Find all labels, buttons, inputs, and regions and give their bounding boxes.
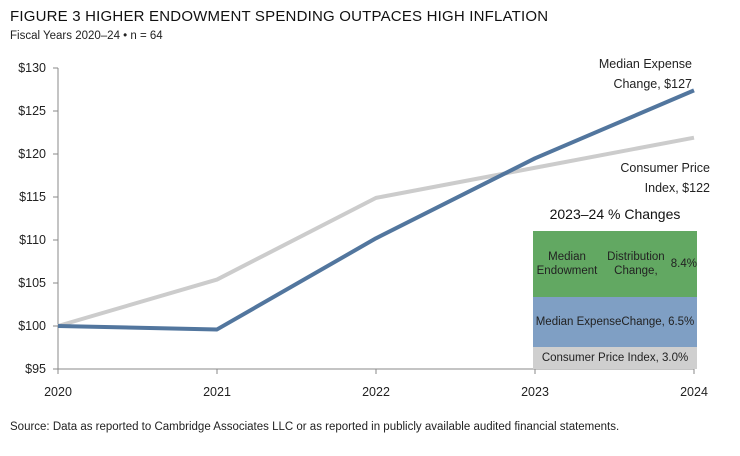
x-tick-label: 2021 (203, 385, 231, 399)
y-tick-label: $120 (18, 147, 46, 161)
series-label: Median Expense (599, 57, 692, 71)
inset-segment: Consumer Price Index, 3.0% (533, 347, 697, 369)
source-note: Source: Data as reported to Cambridge As… (10, 421, 620, 433)
figure-title: FIGURE 3 HIGHER ENDOWMENT SPENDING OUTPA… (10, 8, 549, 25)
inset-segment: Median Expense Change, 6.5% (533, 297, 697, 347)
series-label: Index, $122 (645, 181, 710, 195)
x-tick-label: 2022 (362, 385, 390, 399)
y-tick-label: $130 (18, 61, 46, 75)
y-tick-label: $105 (18, 276, 46, 290)
series-label: Consumer Price (620, 161, 710, 175)
y-tick-label: $110 (19, 233, 46, 247)
series-line-consumer-price-index (57, 135, 695, 328)
figure-subtitle: Fiscal Years 2020–24 • n = 64 (10, 30, 163, 42)
series-label: Change, $127 (613, 77, 692, 91)
x-tick-label: 2023 (521, 385, 549, 399)
inset-title: 2023–24 % Changes (549, 206, 681, 222)
series-line-median-expense-change (57, 88, 695, 332)
inset-segment: Median Endowment Distribution Change, 8.4% (533, 231, 697, 297)
x-tick-label: 2024 (680, 385, 708, 399)
y-tick-label: $95 (25, 362, 46, 376)
y-tick-label: $125 (18, 104, 46, 118)
y-tick-label: $115 (19, 190, 46, 204)
x-tick-label: 2020 (44, 385, 72, 399)
y-tick-label: $100 (18, 319, 46, 333)
